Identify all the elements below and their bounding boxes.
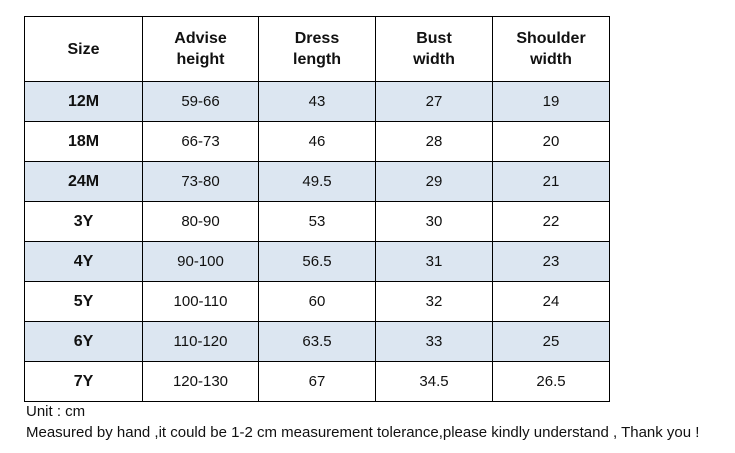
advise-height-cell: 110-120	[142, 321, 259, 362]
header-size: Size	[24, 16, 143, 82]
bust-width-cell: 30	[375, 201, 493, 242]
size-cell: 7Y	[24, 361, 143, 402]
dress-length-cell: 49.5	[258, 161, 376, 202]
table-row: 5Y 100-110 60 32 24	[24, 281, 610, 322]
size-cell: 4Y	[24, 241, 143, 282]
bust-width-cell: 29	[375, 161, 493, 202]
shoulder-width-cell: 23	[492, 241, 610, 282]
header-dress-length-line2: length	[293, 51, 341, 68]
tolerance-note: Measured by hand ,it could be 1-2 cm mea…	[26, 424, 700, 441]
dress-length-cell: 56.5	[258, 241, 376, 282]
size-cell: 12M	[24, 81, 143, 122]
header-shoulder-width-line2: width	[530, 51, 572, 68]
advise-height-cell: 80-90	[142, 201, 259, 242]
header-bust-width: Bust width	[375, 16, 493, 82]
bust-width-cell: 33	[375, 321, 493, 362]
shoulder-width-cell: 25	[492, 321, 610, 362]
unit-note: Unit : cm	[26, 403, 86, 420]
advise-height-cell: 73-80	[142, 161, 259, 202]
table-row: 7Y 120-130 67 34.5 26.5	[24, 361, 610, 402]
shoulder-width-cell: 26.5	[492, 361, 610, 402]
table-row: 18M 66-73 46 28 20	[24, 121, 610, 162]
size-chart-table: Size Advise height Dress length Bust wid…	[24, 16, 610, 402]
header-advise-height-line1: Advise	[174, 30, 227, 47]
bust-width-cell: 27	[375, 81, 493, 122]
advise-height-cell: 66-73	[142, 121, 259, 162]
dress-length-cell: 43	[258, 81, 376, 122]
shoulder-width-cell: 24	[492, 281, 610, 322]
table-row: 6Y 110-120 63.5 33 25	[24, 321, 610, 362]
table-row: 4Y 90-100 56.5 31 23	[24, 241, 610, 282]
size-cell: 5Y	[24, 281, 143, 322]
header-bust-width-line1: Bust	[416, 30, 452, 47]
header-bust-width-line2: width	[413, 51, 455, 68]
size-cell: 18M	[24, 121, 143, 162]
size-cell: 3Y	[24, 201, 143, 242]
header-advise-height-line2: height	[176, 51, 225, 68]
header-advise-height: Advise height	[142, 16, 259, 82]
size-cell: 6Y	[24, 321, 143, 362]
bust-width-cell: 32	[375, 281, 493, 322]
header-size-label: Size	[67, 40, 100, 58]
advise-height-cell: 59-66	[142, 81, 259, 122]
size-cell: 24M	[24, 161, 143, 202]
shoulder-width-cell: 19	[492, 81, 610, 122]
bust-width-cell: 34.5	[375, 361, 493, 402]
dress-length-cell: 60	[258, 281, 376, 322]
table-header-row: Size Advise height Dress length Bust wid…	[24, 16, 610, 82]
shoulder-width-cell: 22	[492, 201, 610, 242]
header-shoulder-width-line1: Shoulder	[516, 30, 586, 47]
bust-width-cell: 28	[375, 121, 493, 162]
header-dress-length: Dress length	[258, 16, 376, 82]
dress-length-cell: 67	[258, 361, 376, 402]
dress-length-cell: 46	[258, 121, 376, 162]
dress-length-cell: 63.5	[258, 321, 376, 362]
bust-width-cell: 31	[375, 241, 493, 282]
header-shoulder-width: Shoulder width	[492, 16, 610, 82]
shoulder-width-cell: 20	[492, 121, 610, 162]
advise-height-cell: 120-130	[142, 361, 259, 402]
table-row: 12M 59-66 43 27 19	[24, 81, 610, 122]
table-row: 24M 73-80 49.5 29 21	[24, 161, 610, 202]
advise-height-cell: 90-100	[142, 241, 259, 282]
header-dress-length-line1: Dress	[294, 30, 340, 47]
shoulder-width-cell: 21	[492, 161, 610, 202]
dress-length-cell: 53	[258, 201, 376, 242]
advise-height-cell: 100-110	[142, 281, 259, 322]
table-row: 3Y 80-90 53 30 22	[24, 201, 610, 242]
